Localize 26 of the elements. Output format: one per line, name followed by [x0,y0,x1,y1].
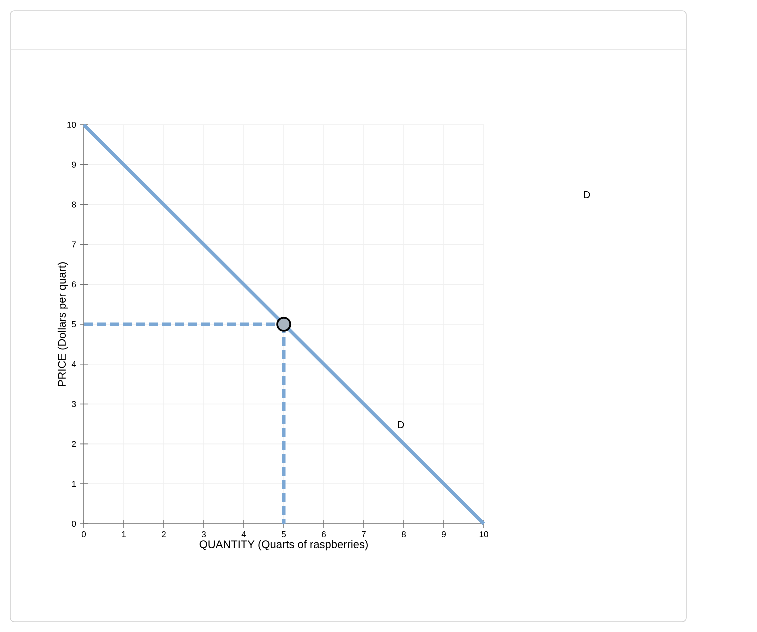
annotation: D [398,422,404,428]
x-tick-label: 1 [122,532,126,538]
x-tick-label: 9 [442,532,446,538]
y-tick-label: 8 [72,202,76,208]
x-tick-label: 8 [402,532,406,538]
y-tick-label: 10 [68,122,76,128]
y-tick-label: 2 [72,441,76,448]
y-tick-label: 4 [72,361,76,368]
x-tick-label: 7 [362,532,366,538]
x-tick-label: 0 [82,532,86,538]
x-tick-label: 5 [282,532,286,538]
y-tick-label: 1 [72,481,76,488]
x-tick-label: 2 [162,532,166,538]
x-tick-label: 6 [322,532,326,538]
y-tick-label: 9 [72,162,76,168]
y-tick-label: 0 [72,520,76,527]
x-tick-label: 3 [202,532,206,538]
y-axis-title: PRICE (Dollars per quart) [58,262,68,386]
y-tick-label: 3 [72,401,76,408]
y-tick-label: 6 [72,282,76,288]
y-tick-label: 5 [72,322,76,328]
text: D [584,192,590,198]
y-tick-label: 7 [72,242,76,248]
x-tick-label: 4 [242,532,246,538]
x-axis-title: QUANTITY (Quarts of raspberries) [200,540,368,551]
x-tick-label: 10 [480,532,488,538]
